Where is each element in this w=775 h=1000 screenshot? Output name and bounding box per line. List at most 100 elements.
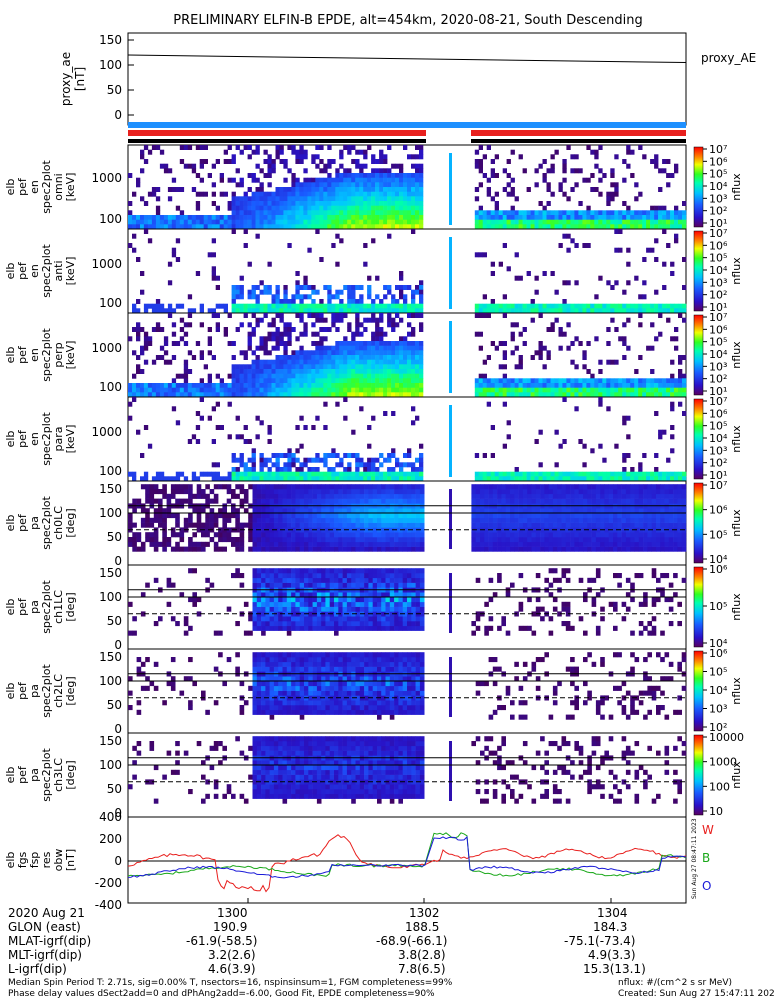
spectrogram-cell — [490, 383, 495, 388]
spectrogram-cell — [343, 173, 348, 178]
spectrogram-cell — [209, 517, 215, 523]
spectrogram-cell — [646, 345, 651, 351]
panel-energy-para: elb pef en spec2plot para [keV] 1000 100 — [4, 396, 687, 482]
spectrogram-cell — [263, 336, 268, 342]
spectrogram-cell — [339, 350, 344, 356]
spectrogram-cell — [153, 498, 159, 504]
spectrogram-cell — [275, 154, 280, 160]
spectrogram-cell — [558, 187, 563, 192]
y-label-line-3: en — [28, 180, 41, 194]
spectrogram-cell — [574, 489, 579, 495]
spectrogram-cell — [286, 489, 292, 495]
spectrogram-cell — [664, 493, 670, 499]
spectrogram-cell — [602, 215, 607, 220]
spectrogram-cell — [389, 532, 395, 538]
spectrogram-cell — [381, 537, 386, 543]
spectrogram-cell — [419, 471, 424, 477]
spectrogram-cell — [319, 341, 324, 346]
spectrogram-cell — [265, 532, 270, 538]
spectrogram-cell — [291, 457, 296, 463]
spectrogram-cell — [514, 532, 519, 538]
spectrogram-cell — [677, 522, 682, 528]
spectrogram-cell — [375, 322, 380, 328]
spectrogram-cell — [634, 182, 639, 188]
spectrogram-cell — [602, 303, 607, 309]
spectrogram-cell — [295, 280, 300, 286]
spectrogram-cell — [239, 201, 244, 206]
spectrogram-cell — [355, 308, 360, 314]
spectrogram-cell — [415, 522, 421, 528]
spectrogram-cell — [343, 336, 348, 342]
spectrogram-cell — [471, 508, 476, 514]
spectrogram-cell — [295, 568, 300, 574]
spectrogram-cell — [188, 498, 193, 504]
spectrogram-cell — [498, 303, 503, 309]
spectrogram-cell — [315, 453, 320, 458]
spectrogram-cell — [265, 577, 270, 583]
spectrogram-cell — [275, 359, 280, 365]
spectrogram-cell — [319, 359, 324, 365]
spectrogram-cell — [415, 383, 420, 388]
spectrogram-cell — [347, 341, 352, 346]
spectrogram-cell — [273, 621, 279, 627]
spectrogram-cell — [155, 322, 161, 328]
spectrogram-cell — [610, 182, 615, 188]
spectrogram-cell — [595, 489, 601, 495]
spectrogram-cell — [478, 471, 483, 477]
spectrogram-cell — [480, 537, 485, 543]
spectrogram-cell — [343, 201, 348, 206]
spectrogram-cell — [247, 476, 252, 482]
spectrogram-cell — [411, 378, 416, 384]
spectrogram-cell — [287, 364, 292, 370]
spectrogram-cell — [502, 383, 507, 388]
spectrogram-cell — [207, 336, 212, 342]
spectrogram-cell — [399, 163, 404, 169]
y-tick-label: 100 — [99, 58, 122, 72]
spectrogram-cell — [347, 476, 352, 482]
spectrogram-cell — [201, 522, 206, 528]
spectrogram-cell — [316, 489, 322, 495]
spectrogram-cell — [323, 205, 328, 211]
spectrogram-cell — [291, 299, 296, 304]
spectrogram-cell — [203, 383, 208, 388]
spectrogram-cell — [375, 331, 380, 337]
spectrogram-cell — [207, 215, 212, 220]
spectrogram-cell — [415, 154, 420, 160]
spectrogram-cell — [261, 611, 266, 617]
spectrogram-cell — [321, 546, 326, 552]
spectrogram-cell — [542, 215, 547, 220]
spectrogram-cell — [143, 229, 149, 234]
spectrogram-cell — [199, 355, 204, 360]
spectrogram-cell — [235, 476, 240, 482]
spectrogram-cell — [530, 387, 535, 393]
spectrogram-cell — [656, 537, 661, 543]
spectrogram-cell — [339, 345, 344, 351]
spectrogram-cell — [339, 299, 344, 304]
spectrogram-cell — [395, 308, 400, 314]
spectrogram-cell — [604, 517, 609, 523]
spectrogram-cell — [377, 513, 382, 519]
spectrogram-cell — [291, 508, 296, 514]
spectrogram-cell — [379, 182, 384, 188]
spectrogram-cell — [566, 378, 571, 384]
spectrogram-cell — [235, 289, 240, 295]
y-tick-1000: 1000 — [91, 171, 122, 185]
spectrogram-cell — [391, 210, 396, 216]
spectrogram-cell — [128, 336, 133, 342]
spectrogram-cell — [660, 498, 665, 504]
spectrogram-cell — [411, 289, 416, 295]
spectrogram-cell — [359, 359, 364, 365]
spectrogram-cell — [407, 196, 412, 202]
spectrogram-cell — [622, 392, 627, 398]
spectrogram-cell — [586, 303, 591, 309]
spectrogram-cell — [339, 364, 344, 370]
spectrogram-cell — [248, 517, 253, 523]
spectrogram-cell — [590, 476, 595, 482]
spectrogram-cell — [606, 303, 611, 309]
spectrogram-cell — [271, 163, 276, 169]
spectrogram-cell — [566, 196, 571, 202]
spectrogram-cell — [650, 378, 655, 384]
spectrogram-cell — [574, 498, 579, 504]
spectrogram-cell — [231, 537, 236, 543]
spectrogram-cell — [673, 537, 678, 543]
